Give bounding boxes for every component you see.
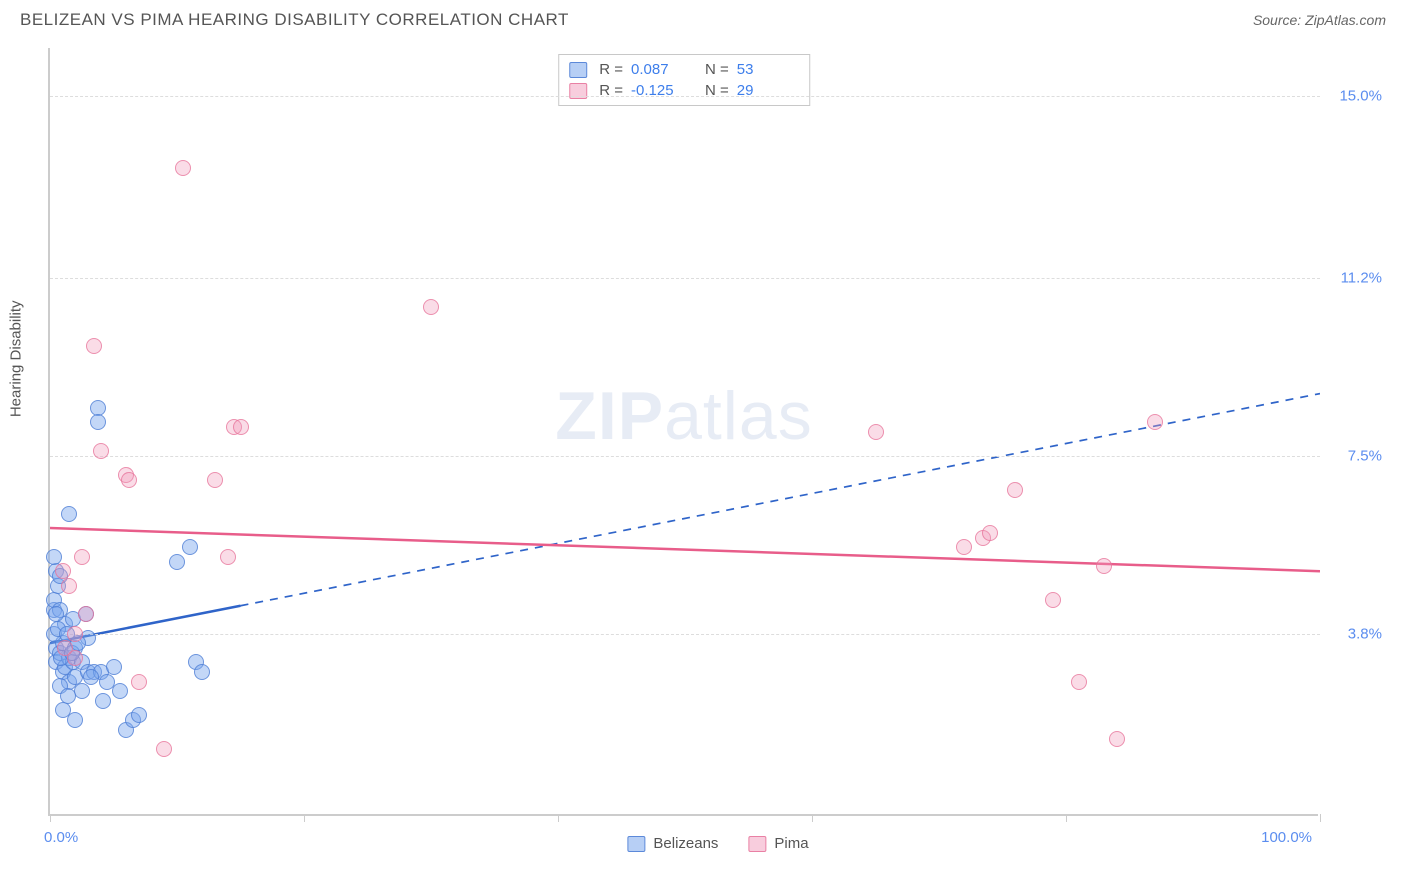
scatter-point-b xyxy=(1147,414,1163,430)
x-axis-max-label: 100.0% xyxy=(1261,829,1312,846)
scatter-point-a xyxy=(131,707,147,723)
y-tick-label: 7.5% xyxy=(1324,448,1382,465)
scatter-point-b xyxy=(868,424,884,440)
watermark-bold: ZIP xyxy=(555,378,664,454)
legend-swatch-b-icon xyxy=(748,836,766,852)
gridline xyxy=(50,634,1320,635)
stats-row-a: R = 0.087 N = 53 xyxy=(569,59,799,80)
scatter-point-b xyxy=(1007,482,1023,498)
scatter-point-a xyxy=(46,549,62,565)
scatter-point-a xyxy=(60,688,76,704)
scatter-point-a xyxy=(169,554,185,570)
scatter-point-b xyxy=(1109,731,1125,747)
scatter-point-b xyxy=(1096,558,1112,574)
y-tick-label: 3.8% xyxy=(1324,625,1382,642)
chart-header: BELIZEAN VS PIMA HEARING DISABILITY CORR… xyxy=(0,0,1406,35)
x-tick xyxy=(812,814,813,822)
scatter-point-a xyxy=(67,712,83,728)
scatter-point-b xyxy=(423,299,439,315)
scatter-point-b xyxy=(207,472,223,488)
legend-label-a: Belizeans xyxy=(653,835,718,852)
scatter-point-b xyxy=(233,419,249,435)
scatter-point-a xyxy=(112,683,128,699)
x-tick xyxy=(558,814,559,822)
scatter-point-b xyxy=(156,741,172,757)
gridline xyxy=(50,278,1320,279)
scatter-point-b xyxy=(93,443,109,459)
r-value-a: 0.087 xyxy=(631,61,681,78)
chart-title: BELIZEAN VS PIMA HEARING DISABILITY CORR… xyxy=(20,10,569,30)
scatter-point-b xyxy=(1045,592,1061,608)
legend-swatch-a-icon xyxy=(627,836,645,852)
chart-source: Source: ZipAtlas.com xyxy=(1253,12,1386,28)
trend-solid-b xyxy=(50,528,1320,571)
scatter-point-b xyxy=(956,539,972,555)
x-axis-min-label: 0.0% xyxy=(44,829,78,846)
x-tick xyxy=(1320,814,1321,822)
chart-container: Hearing Disability ZIPatlas R = 0.087 N … xyxy=(48,48,1388,816)
scatter-point-a xyxy=(194,664,210,680)
x-tick xyxy=(1066,814,1067,822)
scatter-point-b xyxy=(121,472,137,488)
scatter-point-a xyxy=(48,606,64,622)
legend-item-a: Belizeans xyxy=(627,835,718,852)
gridline xyxy=(50,96,1320,97)
scatter-point-b xyxy=(175,160,191,176)
scatter-point-b xyxy=(220,549,236,565)
scatter-point-b xyxy=(86,338,102,354)
stats-row-b: R = -0.125 N = 29 xyxy=(569,80,799,101)
scatter-point-a xyxy=(83,669,99,685)
scatter-point-a xyxy=(74,683,90,699)
scatter-point-a xyxy=(106,659,122,675)
x-tick xyxy=(50,814,51,822)
bottom-legend: Belizeans Pima xyxy=(627,835,808,852)
watermark: ZIPatlas xyxy=(555,377,812,455)
scatter-point-b xyxy=(1071,674,1087,690)
n-label-a: N = xyxy=(705,61,729,78)
y-tick-label: 11.2% xyxy=(1324,270,1382,287)
scatter-point-a xyxy=(61,506,77,522)
legend-item-b: Pima xyxy=(748,835,808,852)
gridline xyxy=(50,456,1320,457)
scatter-point-b xyxy=(67,626,83,642)
scatter-point-b xyxy=(78,606,94,622)
scatter-point-a xyxy=(182,539,198,555)
x-tick xyxy=(304,814,305,822)
scatter-point-b xyxy=(74,549,90,565)
swatch-a-icon xyxy=(569,62,587,78)
watermark-light: atlas xyxy=(664,378,813,454)
stats-legend: R = 0.087 N = 53 R = -0.125 N = 29 xyxy=(558,54,810,106)
scatter-point-b xyxy=(61,578,77,594)
legend-label-b: Pima xyxy=(774,835,808,852)
n-value-a: 53 xyxy=(737,61,787,78)
scatter-point-a xyxy=(95,693,111,709)
y-axis-title: Hearing Disability xyxy=(8,300,25,417)
plot-area: ZIPatlas R = 0.087 N = 53 R = -0.125 N =… xyxy=(48,48,1318,816)
y-tick-label: 15.0% xyxy=(1324,88,1382,105)
scatter-point-b xyxy=(131,674,147,690)
scatter-point-b xyxy=(982,525,998,541)
scatter-point-a xyxy=(90,414,106,430)
scatter-point-b xyxy=(57,640,73,656)
r-label-a: R = xyxy=(599,61,623,78)
